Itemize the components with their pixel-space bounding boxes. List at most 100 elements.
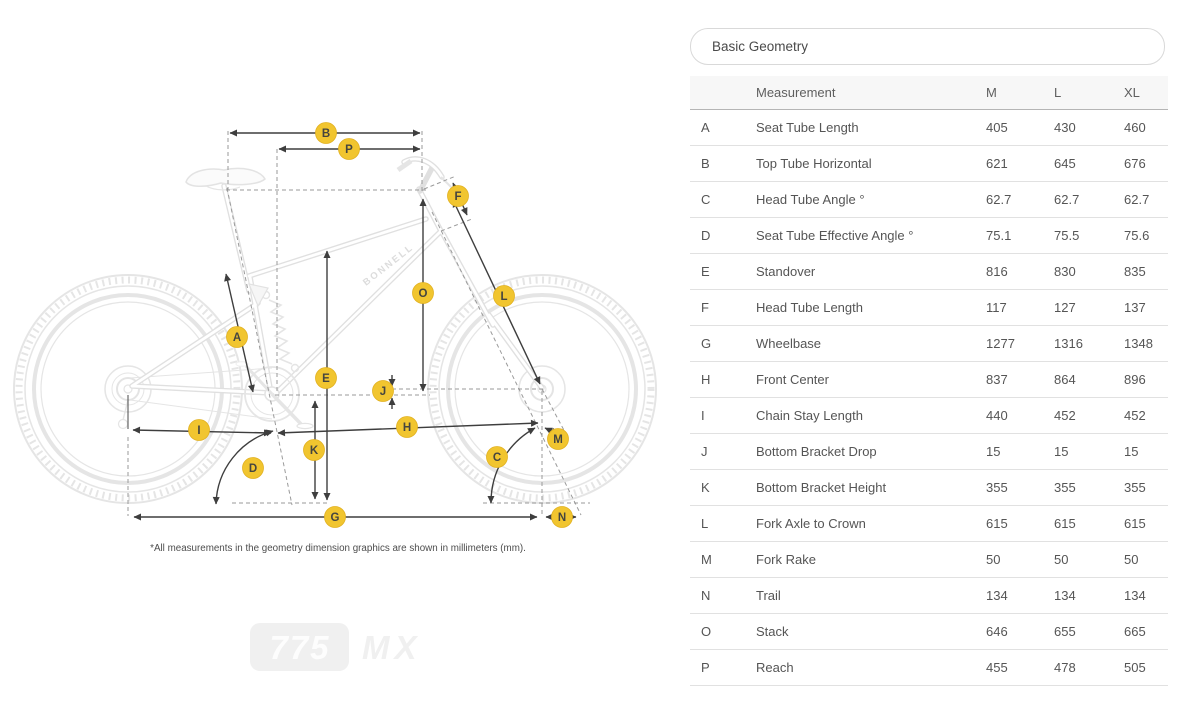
frame-tubes — [129, 183, 545, 399]
measurement-name: Head Tube Angle ° — [756, 181, 986, 218]
value-l: 75.5 — [1054, 217, 1124, 254]
svg-text:N: N — [558, 512, 566, 524]
value-m: 134 — [986, 577, 1054, 614]
dim-label-a: A — [226, 326, 248, 348]
table-header-row: Measurement M L XL — [690, 76, 1168, 110]
value-m: 117 — [986, 289, 1054, 326]
svg-text:K: K — [310, 445, 319, 457]
value-l: 15 — [1054, 433, 1124, 470]
measurement-name: Reach — [756, 649, 986, 686]
table-row: N Trail 134 134 134 — [690, 577, 1168, 614]
value-xl: 835 — [1124, 253, 1168, 290]
handlebar-stem — [396, 156, 454, 194]
value-m: 816 — [986, 253, 1054, 290]
table-row: I Chain Stay Length 440 452 452 — [690, 397, 1168, 434]
dim-label-h: H — [396, 416, 418, 438]
measurement-name: Stack — [756, 613, 986, 650]
row-letter: P — [690, 649, 756, 686]
col-measurement-header: Measurement — [756, 76, 986, 110]
geometry-panel: Basic Geometry Measurement M L XL A Seat … — [690, 0, 1168, 686]
dim-label-l: L — [493, 285, 515, 307]
value-m: 405 — [986, 109, 1054, 146]
table-row: A Seat Tube Length 405 430 460 — [690, 109, 1168, 146]
logo-variant: MX — [362, 629, 422, 666]
svg-text:I: I — [197, 425, 200, 437]
geometry-table-body: A Seat Tube Length 405 430 460 B Top Tube Hori… — [690, 109, 1168, 686]
value-xl: 62.7 — [1124, 181, 1168, 218]
value-xl: 615 — [1124, 505, 1168, 542]
table-row: B Top Tube Horizontal 621 645 676 — [690, 145, 1168, 182]
value-m: 62.7 — [986, 181, 1054, 218]
value-m: 615 — [986, 505, 1054, 542]
value-l: 134 — [1054, 577, 1124, 614]
measurement-name: Bottom Bracket Drop — [756, 433, 986, 470]
value-xl: 896 — [1124, 361, 1168, 398]
svg-text:L: L — [500, 291, 507, 303]
model-logo: 775 MX — [250, 623, 422, 671]
value-xl: 75.6 — [1124, 217, 1168, 254]
bike-artwork: BONNELL — [13, 156, 657, 504]
value-l: 655 — [1054, 613, 1124, 650]
value-xl: 50 — [1124, 541, 1168, 578]
table-row: P Reach 455 478 505 — [690, 649, 1168, 686]
col-m-header: M — [986, 76, 1054, 110]
dim-label-o: O — [412, 282, 434, 304]
svg-text:J: J — [380, 386, 386, 398]
row-letter: E — [690, 253, 756, 290]
dim-label-b: B — [315, 122, 337, 144]
measurement-name: Fork Rake — [756, 541, 986, 578]
value-m: 15 — [986, 433, 1054, 470]
dim-label-k: K — [303, 439, 325, 461]
saddle — [185, 167, 266, 191]
value-m: 646 — [986, 613, 1054, 650]
dim-label-m: M — [547, 428, 569, 450]
row-letter: K — [690, 469, 756, 506]
value-xl: 460 — [1124, 109, 1168, 146]
dimension-labels: A B C D E F G H I J K L M N O P — [188, 122, 573, 528]
table-row: J Bottom Bracket Drop 15 15 15 — [690, 433, 1168, 470]
value-xl: 1348 — [1124, 325, 1168, 362]
table-row: M Fork Rake 50 50 50 — [690, 541, 1168, 578]
row-letter: F — [690, 289, 756, 326]
value-l: 864 — [1054, 361, 1124, 398]
row-letter: I — [690, 397, 756, 434]
svg-text:E: E — [322, 373, 330, 385]
logo-model-number: 775 — [269, 629, 330, 666]
col-xl-header: XL — [1124, 76, 1168, 110]
value-xl: 137 — [1124, 289, 1168, 326]
svg-text:P: P — [345, 144, 353, 156]
svg-text:G: G — [331, 512, 340, 524]
measurement-name: Fork Axle to Crown — [756, 505, 986, 542]
value-xl: 505 — [1124, 649, 1168, 686]
dim-label-n: N — [551, 506, 573, 528]
col-l-header: L — [1054, 76, 1124, 110]
units-footnote: *All measurements in the geometry dimens… — [150, 543, 526, 554]
table-row: F Head Tube Length 117 127 137 — [690, 289, 1168, 326]
measurement-name: Front Center — [756, 361, 986, 398]
row-letter: O — [690, 613, 756, 650]
svg-text:M: M — [553, 434, 563, 446]
value-m: 440 — [986, 397, 1054, 434]
col-letter-header — [690, 76, 756, 110]
value-m: 50 — [986, 541, 1054, 578]
measurement-name: Seat Tube Length — [756, 109, 986, 146]
table-row: O Stack 646 655 665 — [690, 613, 1168, 650]
measurement-name: Seat Tube Effective Angle ° — [756, 217, 986, 254]
row-letter: H — [690, 361, 756, 398]
panel-title: Basic Geometry — [712, 39, 809, 54]
svg-text:O: O — [419, 288, 428, 300]
geometry-diagram-panel: BONNELL — [13, 122, 657, 671]
row-letter: G — [690, 325, 756, 362]
table-row: G Wheelbase 1277 1316 1348 — [690, 325, 1168, 362]
dim-label-g: G — [324, 506, 346, 528]
value-l: 830 — [1054, 253, 1124, 290]
measurement-name: Head Tube Length — [756, 289, 986, 326]
measurement-name: Standover — [756, 253, 986, 290]
svg-text:B: B — [322, 128, 330, 140]
value-m: 355 — [986, 469, 1054, 506]
dim-label-e: E — [315, 367, 337, 389]
row-letter: M — [690, 541, 756, 578]
measurement-name: Bottom Bracket Height — [756, 469, 986, 506]
table-row: C Head Tube Angle ° 62.7 62.7 62.7 — [690, 181, 1168, 218]
panel-title-pill[interactable]: Basic Geometry — [690, 28, 1165, 65]
